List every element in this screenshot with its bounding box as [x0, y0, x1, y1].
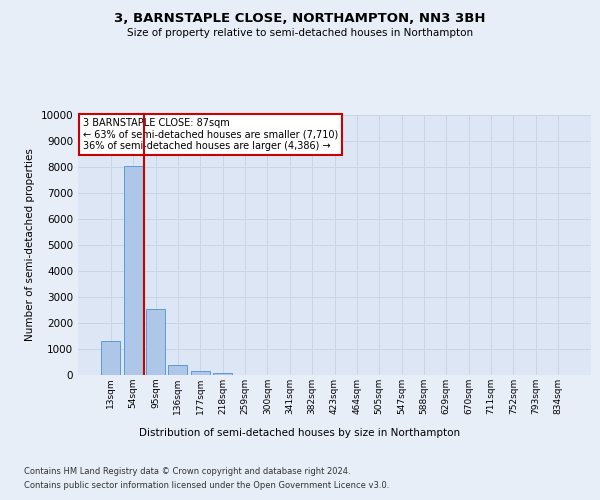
- Text: Distribution of semi-detached houses by size in Northampton: Distribution of semi-detached houses by …: [139, 428, 461, 438]
- Bar: [213, 372, 232, 375]
- Bar: [101, 341, 121, 375]
- Text: 3 BARNSTAPLE CLOSE: 87sqm
← 63% of semi-detached houses are smaller (7,710)
36% : 3 BARNSTAPLE CLOSE: 87sqm ← 63% of semi-…: [83, 118, 338, 151]
- Text: Contains public sector information licensed under the Open Government Licence v3: Contains public sector information licen…: [24, 481, 389, 490]
- Bar: [124, 166, 143, 375]
- Bar: [169, 365, 187, 375]
- Text: Contains HM Land Registry data © Crown copyright and database right 2024.: Contains HM Land Registry data © Crown c…: [24, 468, 350, 476]
- Y-axis label: Number of semi-detached properties: Number of semi-detached properties: [25, 148, 35, 342]
- Text: Size of property relative to semi-detached houses in Northampton: Size of property relative to semi-detach…: [127, 28, 473, 38]
- Text: 3, BARNSTAPLE CLOSE, NORTHAMPTON, NN3 3BH: 3, BARNSTAPLE CLOSE, NORTHAMPTON, NN3 3B…: [114, 12, 486, 26]
- Bar: [191, 372, 210, 375]
- Bar: [146, 308, 165, 375]
